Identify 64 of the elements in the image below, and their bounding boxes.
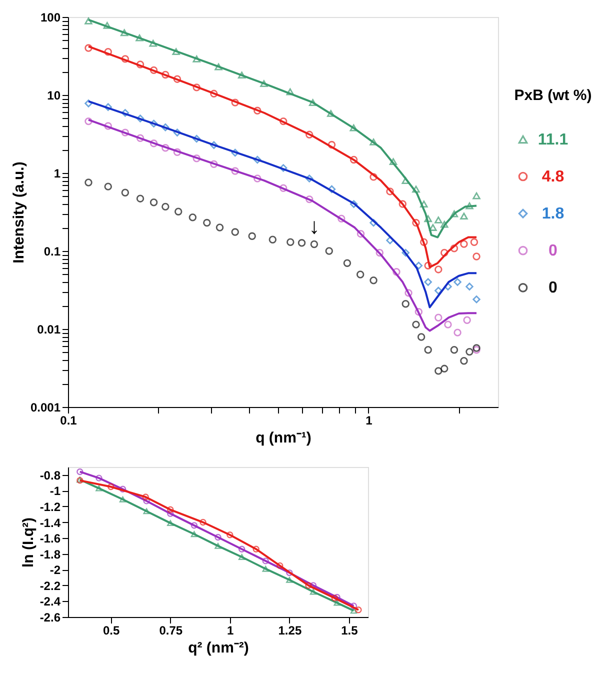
point	[331, 594, 338, 602]
point	[262, 566, 269, 572]
x-tick-label: 1.25	[278, 624, 302, 638]
point	[286, 569, 293, 576]
point	[305, 582, 312, 589]
point	[310, 588, 317, 595]
y-tick-label: -2.2	[40, 578, 61, 593]
point	[350, 608, 358, 614]
x-tick-label: 0.5	[103, 624, 120, 638]
legend-label: 11.1	[538, 131, 568, 148]
point	[200, 518, 206, 526]
point	[167, 510, 174, 517]
y-tick-label: -2.6	[40, 610, 61, 624]
y-tick-label: -1.2	[40, 500, 61, 514]
point	[334, 594, 340, 601]
point	[119, 496, 126, 502]
x-tick-label: 1	[227, 624, 234, 638]
point	[143, 498, 150, 504]
y-tick-label: -1.8	[40, 547, 61, 562]
legend-label: 1.8	[542, 206, 564, 223]
point	[214, 534, 222, 541]
point	[238, 546, 246, 552]
point	[310, 582, 317, 589]
point	[96, 485, 102, 492]
point	[238, 554, 246, 560]
point	[96, 474, 102, 482]
x-axis-title: q² (nm⁻²)	[188, 640, 249, 656]
y-tick-label: -0.8	[40, 468, 61, 482]
point	[286, 576, 293, 583]
y-tick-label: 0.1	[44, 244, 61, 258]
annotation: ↓	[308, 213, 320, 238]
point	[262, 558, 269, 564]
y-tick-label: 100	[40, 10, 61, 24]
y-tick-label: -2	[50, 563, 61, 578]
legend-label: 0	[548, 280, 558, 297]
y-tick-label: -1.6	[40, 532, 61, 546]
point	[190, 531, 198, 538]
y-tick-label: -2.4	[40, 594, 61, 609]
point	[276, 562, 284, 570]
y-axis-title: ln (I.q²)	[20, 518, 37, 568]
point	[119, 486, 126, 492]
y-tick-label: 0.01	[37, 322, 61, 336]
y-tick-label: -1.4	[40, 516, 61, 530]
point	[252, 546, 260, 552]
legend-label: 4.8	[542, 168, 564, 186]
point	[334, 600, 340, 606]
point	[143, 508, 150, 514]
legend-title: PxB (wt %)	[514, 87, 592, 104]
point	[142, 494, 149, 500]
legend-label: 0	[548, 242, 558, 260]
point	[108, 483, 114, 490]
point	[190, 522, 198, 529]
y-tick-label: 10	[47, 88, 61, 102]
y-tick-label: 1	[54, 166, 61, 180]
point	[167, 506, 174, 513]
x-axis-title: q (nm⁻¹)	[256, 430, 312, 446]
y-axis-title: Intensity (a.u.)	[10, 162, 28, 264]
point	[167, 520, 174, 526]
x-tick-label: 1.5	[341, 624, 358, 638]
y-tick-label: 0.001	[30, 400, 61, 414]
point	[214, 542, 222, 549]
y-tick-label: -1	[50, 484, 61, 498]
x-tick-label: 0.75	[159, 624, 183, 638]
point	[226, 532, 234, 538]
